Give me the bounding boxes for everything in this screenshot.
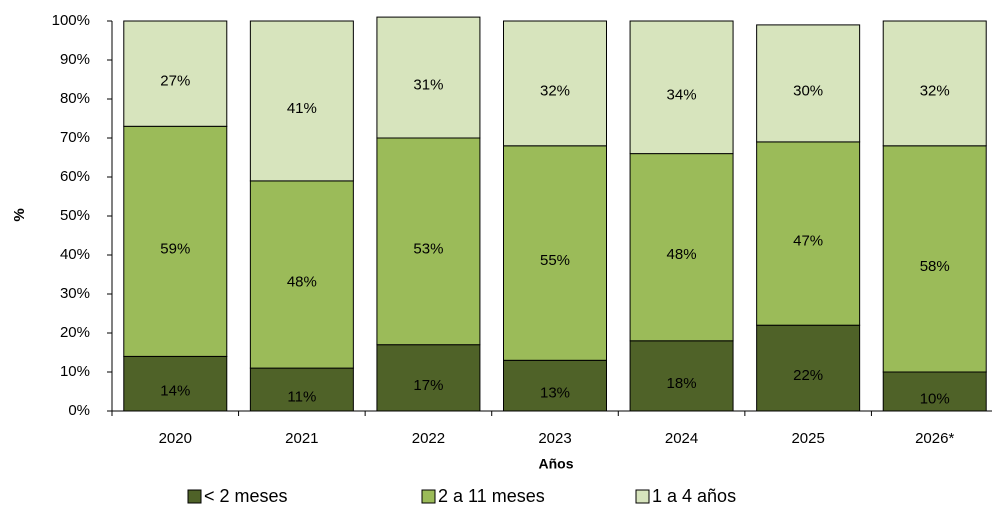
bar-segment — [756, 24, 861, 143]
bar-segment — [249, 180, 354, 369]
bar-segment — [376, 344, 481, 412]
bar-segment — [629, 340, 734, 412]
x-tick-label: 2025 — [791, 430, 824, 447]
y-tick-label: 40% — [60, 246, 90, 263]
legend-swatch — [421, 489, 436, 504]
legend-label: 1 a 4 años — [652, 486, 736, 506]
data-label: 30% — [793, 82, 823, 99]
bar-segment — [123, 20, 228, 127]
bar-segment — [882, 145, 987, 373]
y-tick-label: 30% — [60, 285, 90, 302]
bar-segment — [503, 145, 607, 361]
bar-segment — [249, 367, 354, 412]
bar-segment — [123, 125, 228, 357]
data-label: 53% — [413, 240, 443, 257]
legend-label: 2 a 11 meses — [438, 486, 545, 506]
bar-segment — [756, 141, 861, 326]
y-tick-label: 60% — [60, 168, 90, 185]
y-tick-label: 70% — [60, 129, 90, 146]
bar-segment — [629, 153, 734, 342]
legend-swatch — [635, 489, 650, 504]
x-tick-label: 2023 — [538, 430, 571, 447]
x-tick-label: 2024 — [665, 430, 698, 447]
y-tick-label: 10% — [60, 363, 90, 380]
data-label: 48% — [667, 246, 697, 263]
data-label: 59% — [160, 240, 190, 257]
data-label: 27% — [160, 73, 190, 90]
bar-segment — [756, 324, 861, 412]
y-tick-label: 50% — [60, 207, 90, 224]
data-label: 32% — [540, 82, 570, 99]
y-tick-label: 20% — [60, 324, 90, 341]
legend-label: < 2 meses — [204, 486, 288, 506]
data-label: 32% — [920, 82, 950, 99]
data-label: 34% — [667, 86, 697, 103]
y-tick-label: 0% — [68, 402, 90, 419]
bar-segment — [249, 20, 354, 182]
data-label: 11% — [287, 389, 316, 406]
data-label: 14% — [160, 383, 190, 400]
data-label: 41% — [287, 100, 317, 117]
bar-segment — [503, 20, 607, 147]
bar-segment — [503, 359, 607, 412]
data-label: 13% — [540, 385, 570, 402]
bar-segment — [629, 20, 734, 155]
x-tick-label: 2022 — [412, 430, 445, 447]
y-tick-label: 80% — [60, 90, 90, 107]
x-tick-label: 2021 — [285, 430, 318, 447]
bar-segment — [882, 371, 987, 412]
y-tick-label: 100% — [52, 12, 90, 29]
data-label: 22% — [793, 367, 823, 384]
y-tick-label: 90% — [60, 51, 90, 68]
x-axis-label: Años — [539, 456, 574, 472]
data-label: 58% — [920, 258, 950, 275]
x-tick-label: 2020 — [159, 430, 192, 447]
data-label: 17% — [413, 377, 443, 394]
legend-swatch — [187, 489, 202, 504]
bar-segment — [882, 20, 987, 147]
y-axis-label: % — [11, 208, 28, 221]
bar-segment — [123, 355, 228, 412]
data-label: 55% — [540, 252, 570, 269]
data-label: 10% — [920, 390, 950, 407]
x-tick-label: 2026* — [915, 430, 954, 447]
data-label: 18% — [667, 375, 697, 392]
data-label: 47% — [793, 233, 823, 250]
bar-segment — [376, 137, 481, 346]
data-label: 31% — [413, 77, 443, 94]
data-label: 48% — [287, 273, 317, 290]
bar-segment — [376, 16, 481, 139]
